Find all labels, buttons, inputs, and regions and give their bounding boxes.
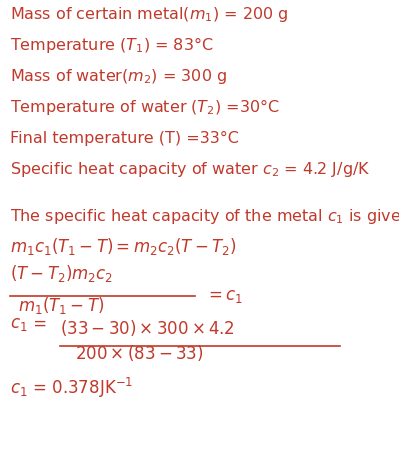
Text: Mass of certain metal$(m_1)$ = 200 g: Mass of certain metal$(m_1)$ = 200 g xyxy=(10,5,288,24)
Text: $(T - T_2)m_2c_2$: $(T - T_2)m_2c_2$ xyxy=(10,263,113,284)
Text: $c_1$ = 0.378JK$^{-1}$: $c_1$ = 0.378JK$^{-1}$ xyxy=(10,376,133,400)
Text: Specific heat capacity of water $c_2$ = 4.2 J/g/K: Specific heat capacity of water $c_2$ = … xyxy=(10,160,370,179)
Text: $m_1c_1(T_1 - T) = m_2c_2(T - T_2)$: $m_1c_1(T_1 - T) = m_2c_2(T - T_2)$ xyxy=(10,236,237,257)
Text: Final temperature (T) =33°C: Final temperature (T) =33°C xyxy=(10,131,239,146)
Text: Mass of water$(m_2)$ = 300 g: Mass of water$(m_2)$ = 300 g xyxy=(10,67,227,86)
Text: $m_1(T_1 - T)$: $m_1(T_1 - T)$ xyxy=(18,295,104,316)
Text: $(33 - 30)\times 300\times 4.2$: $(33 - 30)\times 300\times 4.2$ xyxy=(60,318,234,338)
Text: $200\times (83 - 33)$: $200\times (83 - 33)$ xyxy=(75,343,203,363)
Text: $c_1$: $c_1$ xyxy=(10,315,28,333)
Text: Temperature $(T_1)$ = 83°C: Temperature $(T_1)$ = 83°C xyxy=(10,35,213,55)
Text: The specific heat capacity of the metal $c_1$ is given by this formula: The specific heat capacity of the metal … xyxy=(10,207,399,226)
Text: $= c_1$: $= c_1$ xyxy=(205,287,243,305)
Text: Temperature of water $(T_2)$ =30°C: Temperature of water $(T_2)$ =30°C xyxy=(10,97,280,117)
Text: =: = xyxy=(28,315,47,333)
